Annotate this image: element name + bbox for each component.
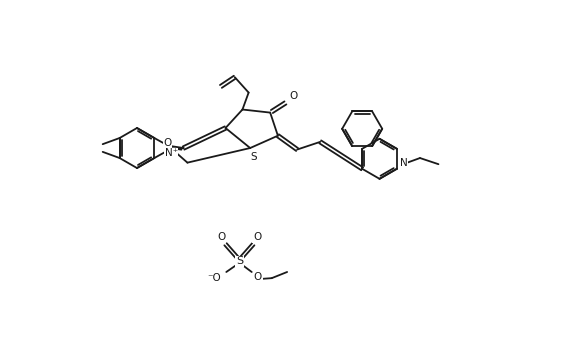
Text: O: O — [218, 232, 226, 242]
Text: S: S — [251, 152, 257, 162]
Text: O: O — [289, 91, 297, 101]
Text: S: S — [236, 256, 243, 266]
Text: N⁺: N⁺ — [164, 148, 178, 158]
Text: O: O — [253, 232, 261, 242]
Text: O: O — [254, 271, 262, 282]
Text: ⁻O: ⁻O — [207, 273, 221, 283]
Text: N: N — [400, 158, 408, 168]
Text: O: O — [163, 139, 172, 148]
